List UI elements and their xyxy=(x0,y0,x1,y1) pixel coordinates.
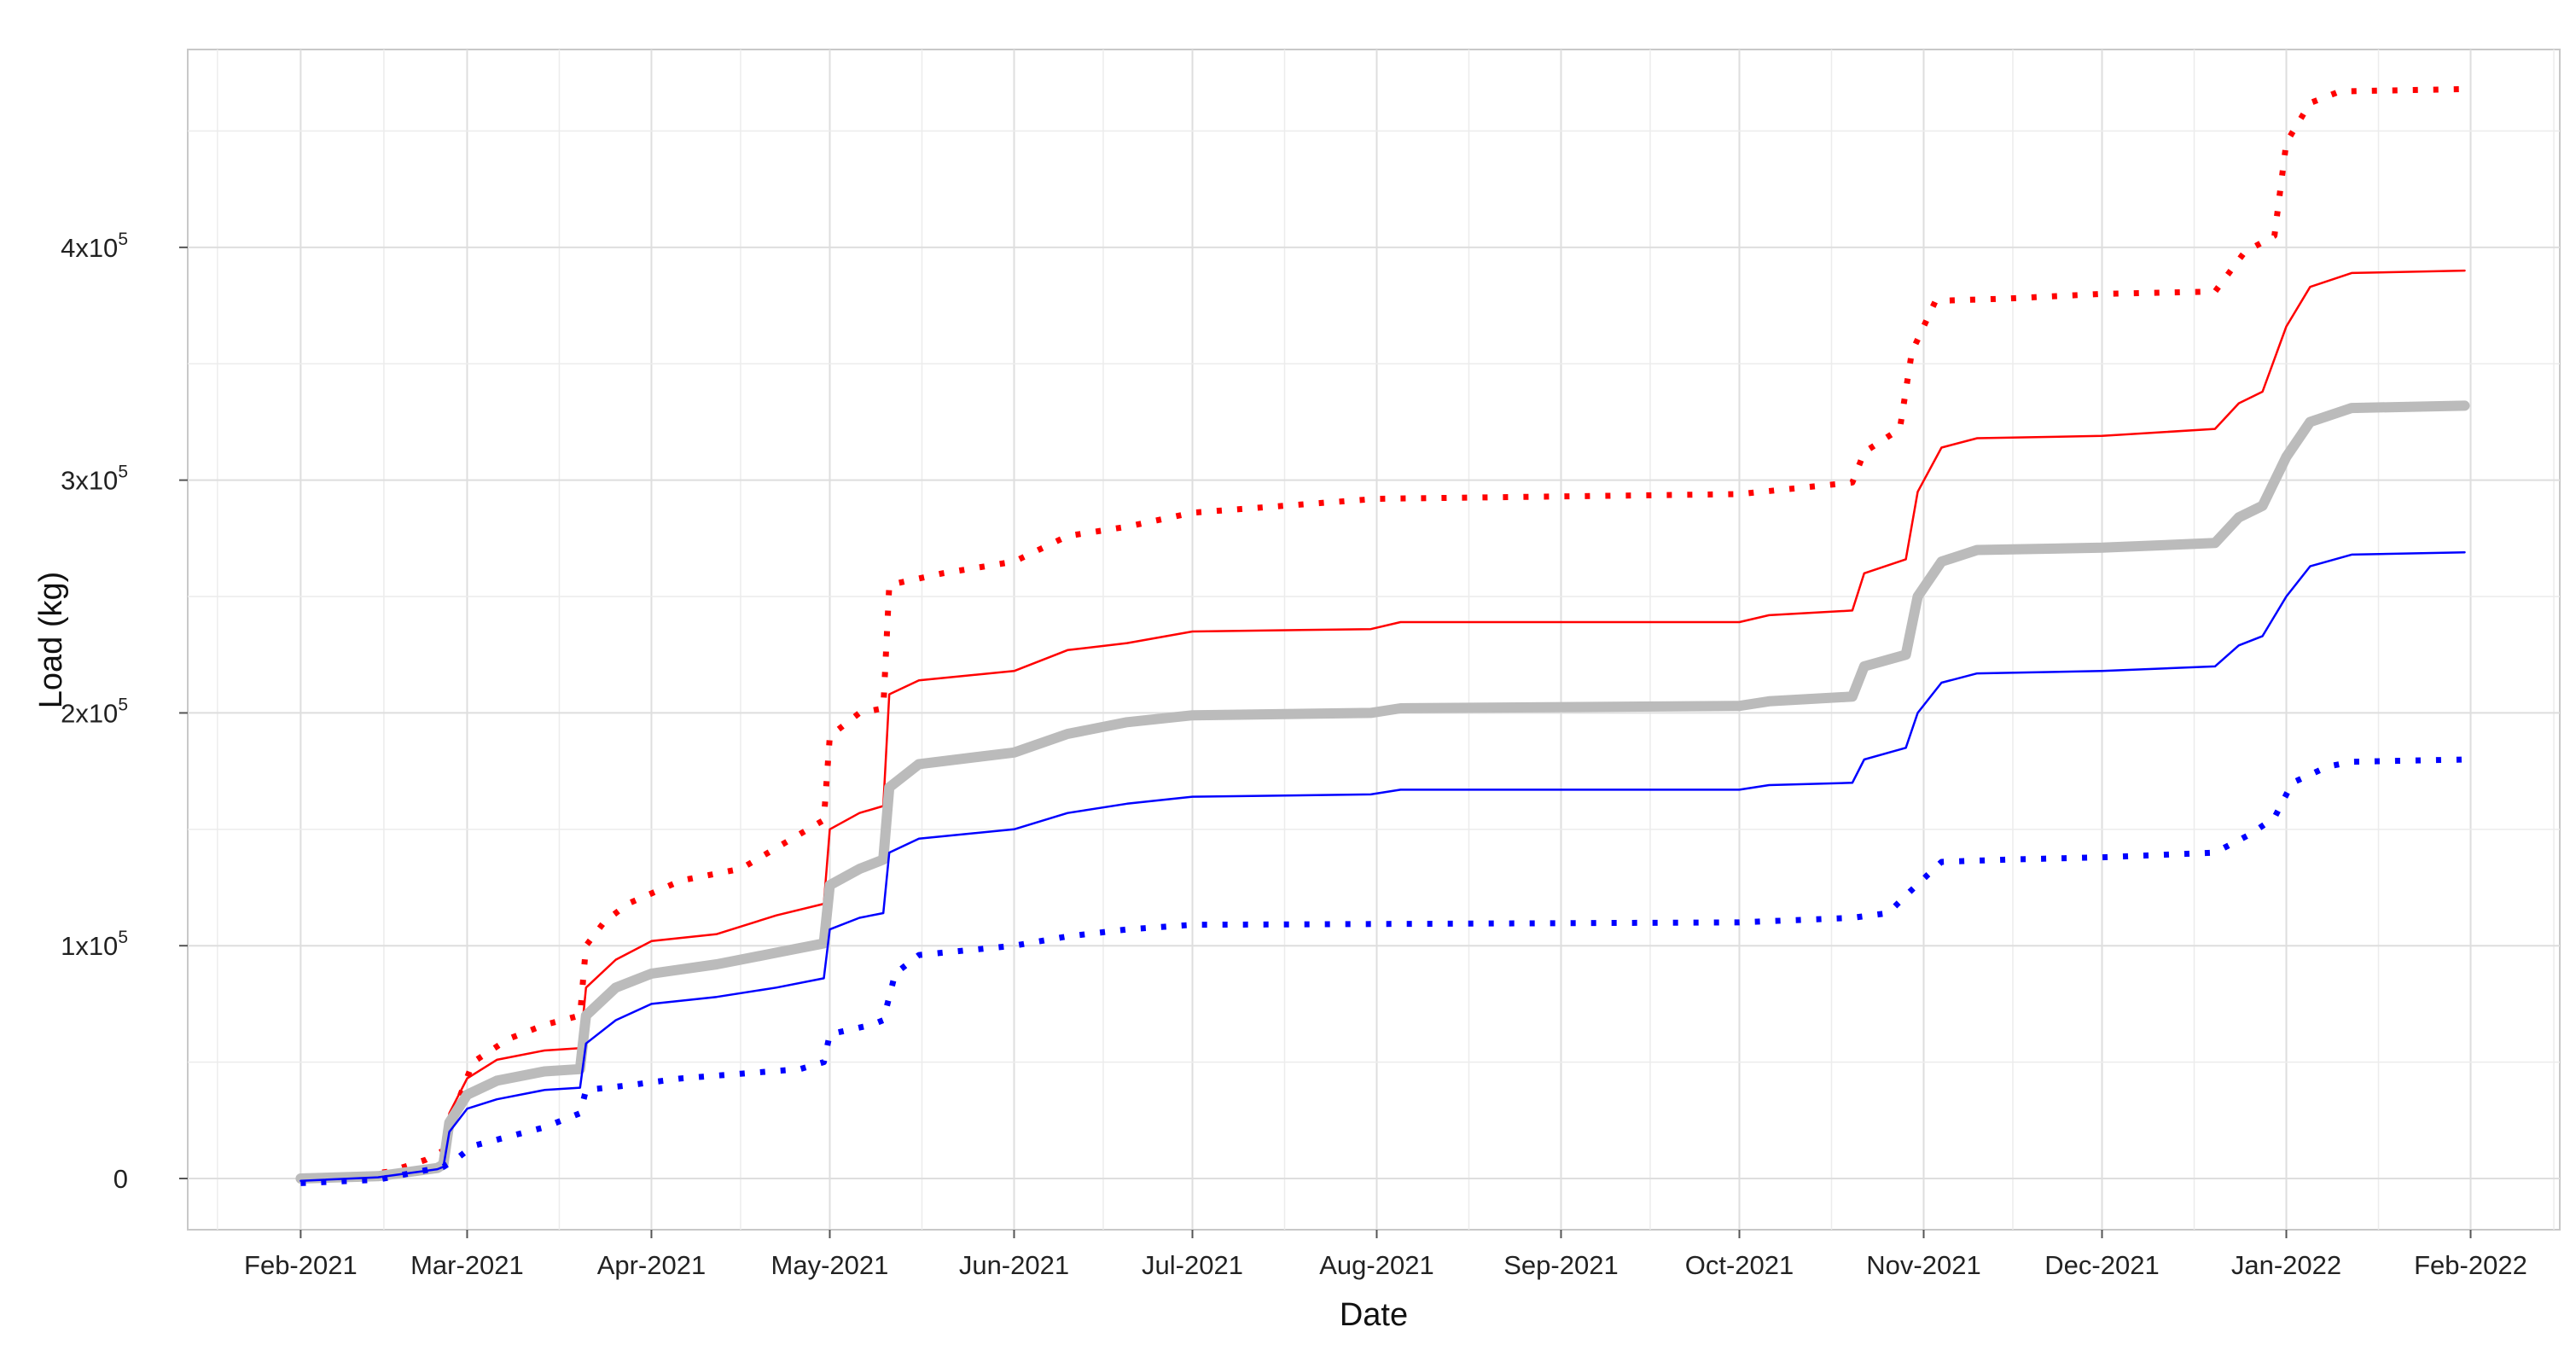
y-tick-labels: 0 1x105 2x105 3x105 4x105 xyxy=(61,230,128,1194)
x-tick-labels: Feb-2021 Mar-2021 Apr-2021 May-2021 Jun-2021… xyxy=(244,1250,2527,1280)
grid-lines xyxy=(188,49,2560,1230)
y-tick-label: 1x105 xyxy=(61,928,128,961)
x-tick-label: Feb-2022 xyxy=(2414,1250,2527,1280)
x-tick-label: Jul-2021 xyxy=(1142,1250,1243,1280)
series-line-3 xyxy=(299,550,2466,1182)
y-tick-label: 2x105 xyxy=(61,695,128,728)
x-tick-label: Dec-2021 xyxy=(2044,1250,2159,1280)
x-tick-label: Aug-2021 xyxy=(1319,1250,1433,1280)
y-axis-title: Load (kg) xyxy=(33,572,69,709)
axis-ticks xyxy=(179,246,2472,1238)
series-line-4 xyxy=(300,756,2465,1186)
x-tick-label: Jan-2022 xyxy=(2231,1250,2341,1280)
x-tick-label: Feb-2021 xyxy=(244,1250,358,1280)
panel-background xyxy=(187,49,2561,1231)
x-tick-label: Jun-2021 xyxy=(959,1250,1069,1280)
x-tick-label: Nov-2021 xyxy=(1866,1250,1980,1280)
data-series xyxy=(295,85,2470,1186)
series-line-1 xyxy=(299,269,2466,1180)
x-tick-label: Mar-2021 xyxy=(410,1250,524,1280)
x-tick-label: Apr-2021 xyxy=(597,1250,707,1280)
series-line-2 xyxy=(295,400,2470,1184)
x-axis-title: Date xyxy=(1340,1297,1408,1333)
x-tick-label: May-2021 xyxy=(771,1250,889,1280)
y-tick-label: 0 xyxy=(113,1164,128,1194)
x-tick-label: Sep-2021 xyxy=(1503,1250,1618,1280)
x-tick-label: Oct-2021 xyxy=(1685,1250,1794,1280)
y-tick-label: 4x105 xyxy=(61,230,128,263)
y-tick-label: 3x105 xyxy=(61,463,128,496)
